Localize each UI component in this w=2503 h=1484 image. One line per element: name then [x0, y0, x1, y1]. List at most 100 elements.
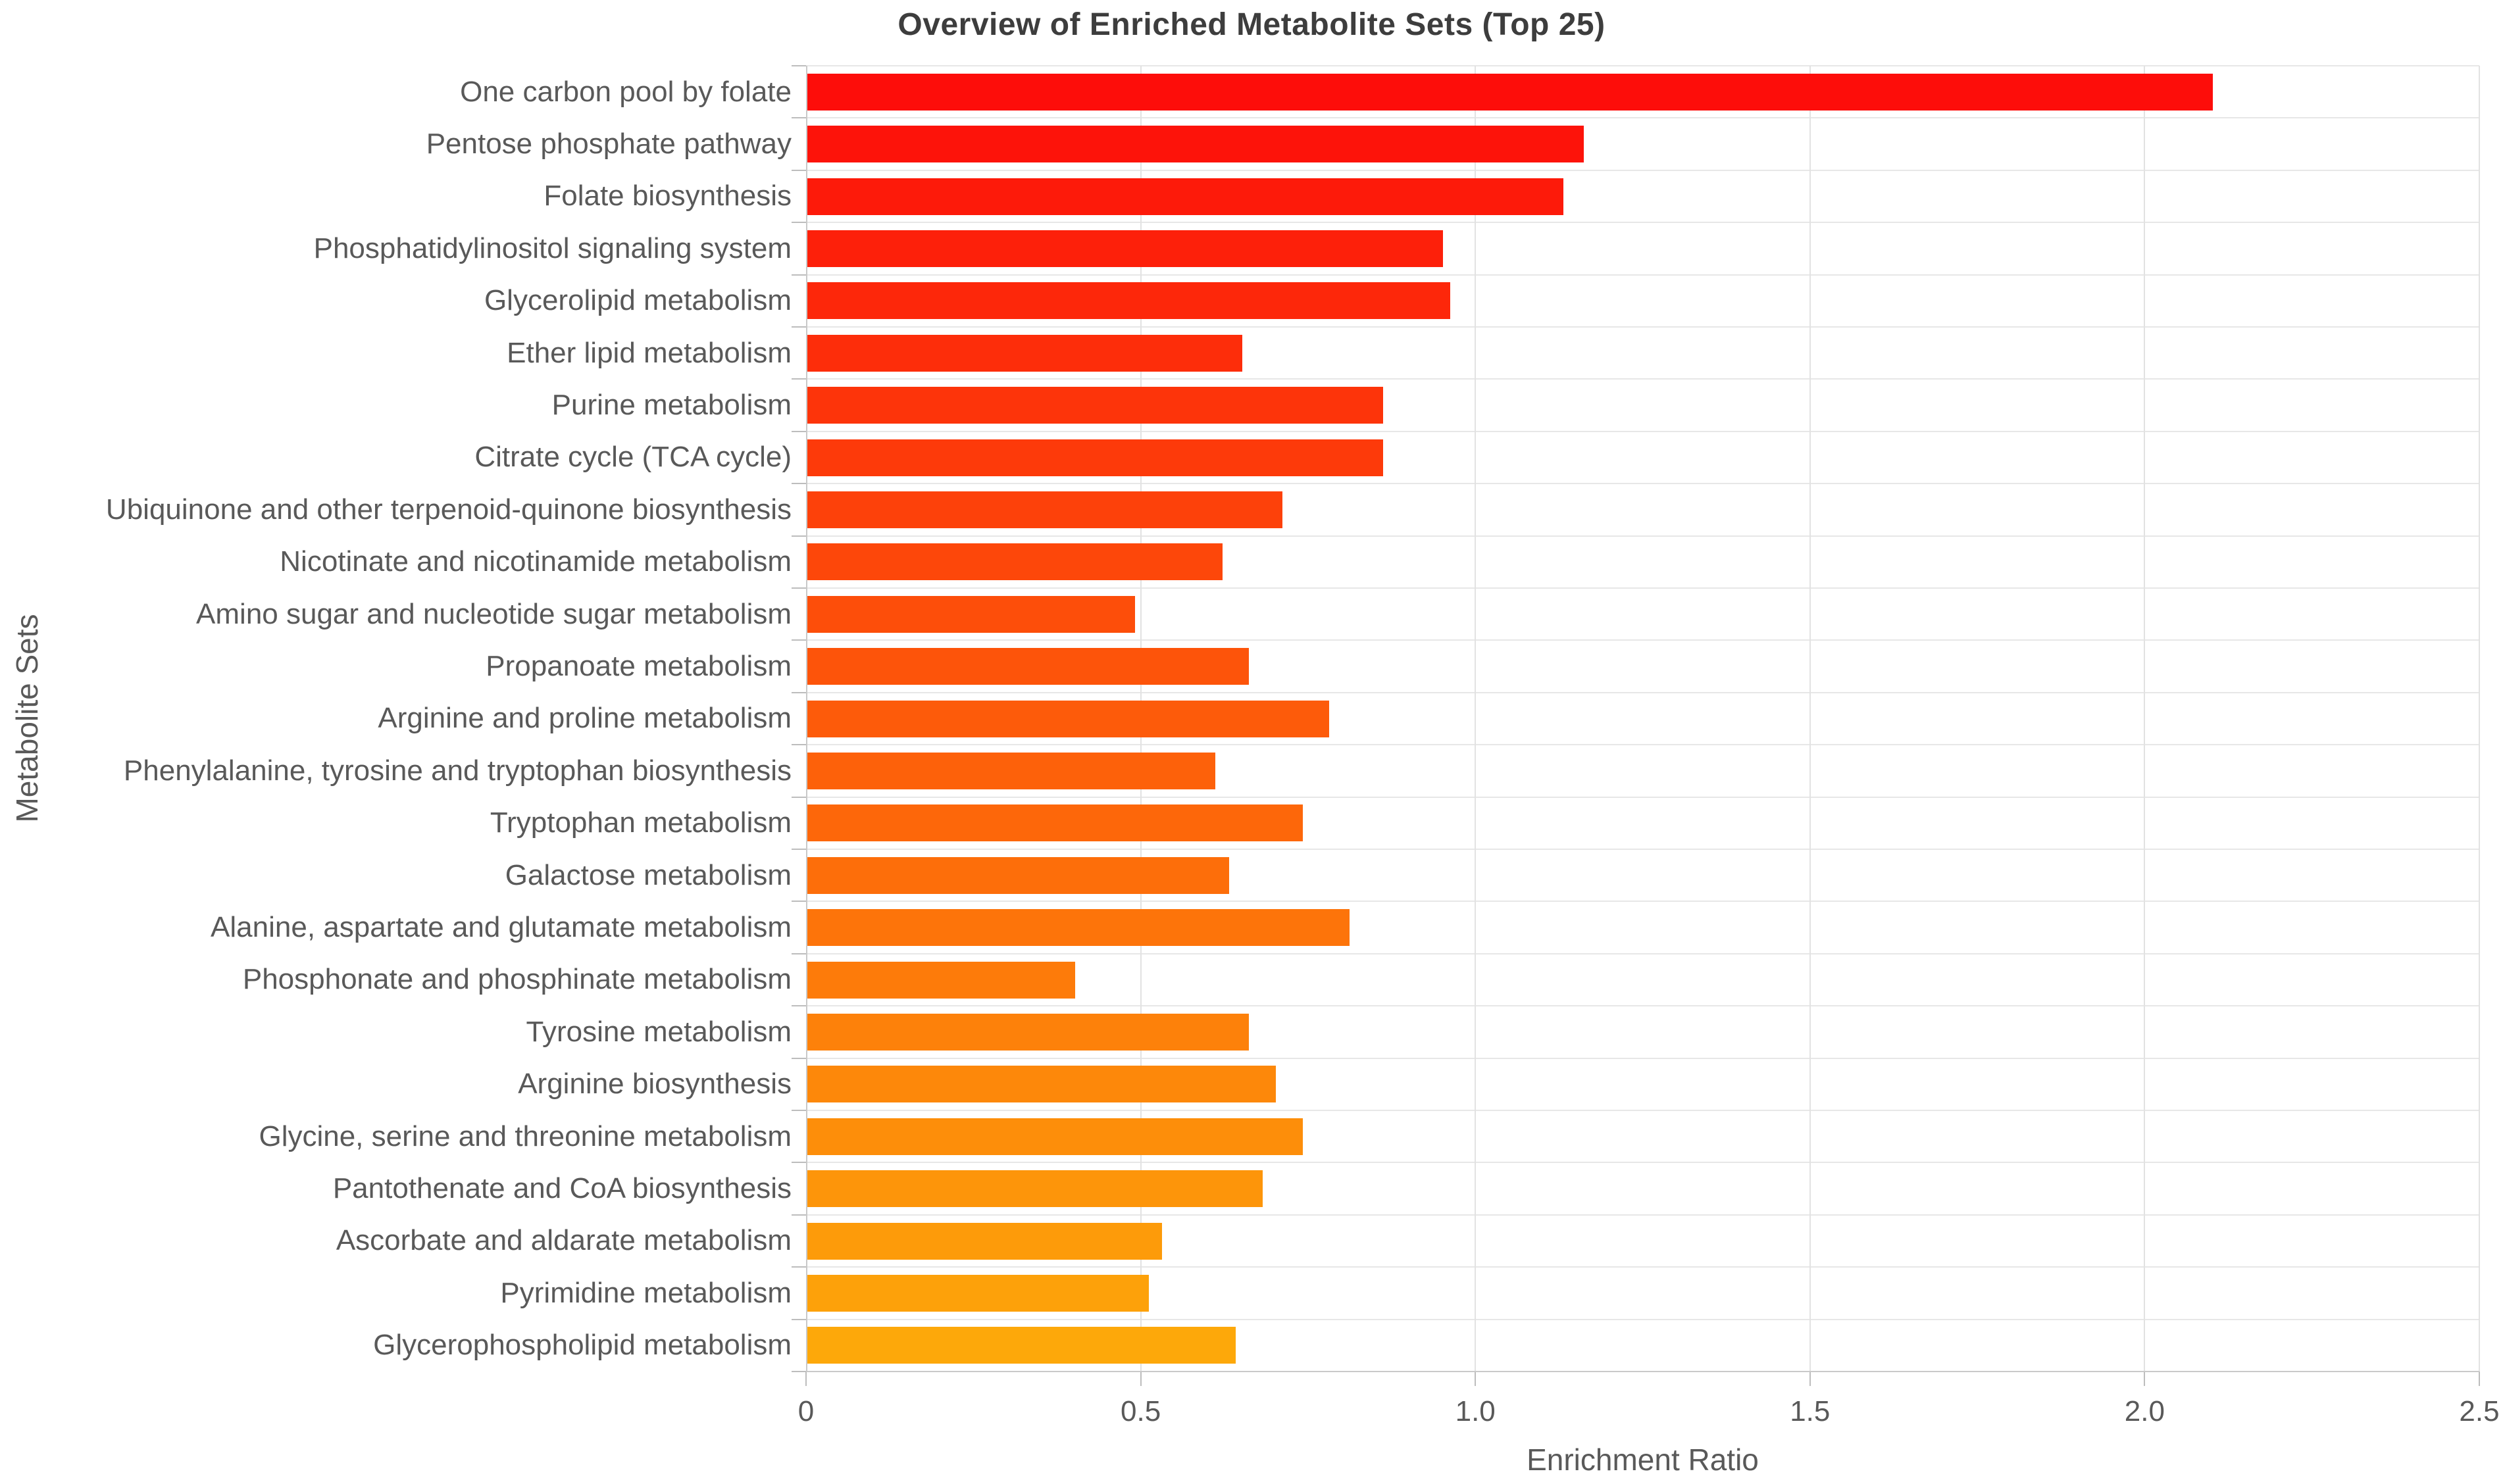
x-tick-mark — [1809, 1372, 1811, 1386]
gridline-horizontal — [806, 587, 2479, 589]
gridline-horizontal — [806, 744, 2479, 746]
bar — [807, 1013, 1250, 1051]
x-axis-title: Enrichment Ratio — [1527, 1443, 1759, 1477]
bar — [807, 1170, 1263, 1208]
y-tick-mark — [792, 744, 806, 746]
y-tick-mark — [792, 483, 806, 485]
gridline-vertical — [2479, 66, 2480, 1372]
gridline-horizontal — [806, 169, 2479, 171]
gridline-horizontal — [806, 796, 2479, 798]
y-tick-mark — [792, 796, 806, 798]
bar — [807, 595, 1136, 633]
y-tick-mark — [792, 117, 806, 119]
gridline-horizontal — [806, 378, 2479, 380]
gridline-horizontal — [806, 535, 2479, 537]
category-label: Alanine, aspartate and glutamate metabol… — [211, 911, 792, 944]
y-tick-mark — [792, 1266, 806, 1268]
x-tick-label: 1.5 — [1790, 1395, 1831, 1427]
gridline-horizontal — [806, 1214, 2479, 1216]
x-tick-label: 0.5 — [1121, 1395, 1161, 1427]
bar — [807, 439, 1383, 476]
gridline-horizontal — [806, 65, 2479, 66]
bar — [807, 334, 1243, 372]
category-label: Phenylalanine, tyrosine and tryptophan b… — [123, 754, 792, 787]
gridline-horizontal — [806, 222, 2479, 224]
y-tick-mark — [792, 222, 806, 224]
bar — [807, 126, 1584, 163]
bar — [807, 230, 1444, 267]
gridline-horizontal — [806, 1266, 2479, 1268]
y-tick-mark — [792, 1005, 806, 1007]
x-tick-mark — [2479, 1372, 2480, 1386]
bar — [807, 1274, 1149, 1312]
x-tick-mark — [1140, 1372, 1142, 1386]
gridline-horizontal — [806, 117, 2479, 119]
gridline-horizontal — [806, 901, 2479, 903]
y-tick-mark — [792, 901, 806, 903]
bar — [807, 543, 1223, 581]
bar — [807, 752, 1216, 789]
gridline-horizontal — [806, 639, 2479, 641]
y-tick-mark — [792, 952, 806, 954]
y-tick-mark — [792, 1057, 806, 1059]
x-tick-label: 2.5 — [2459, 1395, 2500, 1427]
bar — [807, 1327, 1236, 1364]
bar — [807, 1118, 1303, 1155]
category-label: Ubiquinone and other terpenoid-quinone b… — [105, 493, 792, 526]
gridline-horizontal — [806, 1057, 2479, 1059]
y-tick-mark — [792, 1110, 806, 1111]
gridline-horizontal — [806, 849, 2479, 850]
category-label: Arginine biosynthesis — [518, 1068, 792, 1101]
category-label: Ether lipid metabolism — [507, 336, 792, 369]
category-label: Folate biosynthesis — [544, 180, 792, 212]
gridline-horizontal — [806, 1162, 2479, 1164]
y-tick-mark — [792, 535, 806, 537]
gridline-vertical — [1809, 66, 1811, 1372]
gridline-horizontal — [806, 691, 2479, 693]
bar — [807, 804, 1303, 842]
bar — [807, 178, 1564, 215]
y-tick-mark — [792, 1371, 806, 1372]
category-label: Glycerolipid metabolism — [484, 284, 792, 317]
bar — [807, 73, 2213, 111]
bar — [807, 648, 1250, 685]
y-tick-mark — [792, 378, 806, 380]
gridline-horizontal — [806, 1110, 2479, 1111]
category-label: Arginine and proline metabolism — [378, 702, 792, 735]
y-tick-mark — [792, 1318, 806, 1320]
y-tick-mark — [792, 587, 806, 589]
category-label: Pyrimidine metabolism — [500, 1276, 792, 1309]
category-label: Tyrosine metabolism — [526, 1015, 792, 1048]
y-tick-mark — [792, 326, 806, 328]
y-tick-mark — [792, 691, 806, 693]
bar — [807, 1066, 1277, 1103]
gridline-vertical — [2144, 66, 2146, 1372]
category-label: Purine metabolism — [551, 389, 792, 422]
gridline-horizontal — [806, 952, 2479, 954]
gridline-horizontal — [806, 326, 2479, 328]
chart-title: Overview of Enriched Metabolite Sets (To… — [898, 7, 1605, 42]
bar — [807, 387, 1383, 424]
x-tick-mark — [1475, 1372, 1477, 1386]
x-tick-mark — [805, 1372, 807, 1386]
bar — [807, 856, 1229, 894]
bar — [807, 491, 1283, 528]
category-label: Propanoate metabolism — [486, 650, 792, 683]
category-label: Pentose phosphate pathway — [426, 128, 792, 161]
category-label: Pantothenate and CoA biosynthesis — [332, 1172, 792, 1205]
category-label: Ascorbate and aldarate metabolism — [336, 1224, 792, 1257]
category-label: Galactose metabolism — [505, 858, 792, 891]
gridline-vertical — [1475, 66, 1477, 1372]
y-tick-mark — [792, 639, 806, 641]
x-tick-label: 0 — [797, 1395, 815, 1427]
x-axis-line — [806, 1371, 2479, 1372]
category-label: Citrate cycle (TCA cycle) — [474, 441, 792, 474]
y-tick-mark — [792, 65, 806, 66]
category-label: One carbon pool by folate — [460, 75, 792, 108]
gridline-horizontal — [806, 430, 2479, 432]
bar — [807, 700, 1330, 737]
category-label: Glycerophospholipid metabolism — [373, 1329, 792, 1362]
x-tick-label: 1.0 — [1455, 1395, 1496, 1427]
y-tick-mark — [792, 430, 806, 432]
